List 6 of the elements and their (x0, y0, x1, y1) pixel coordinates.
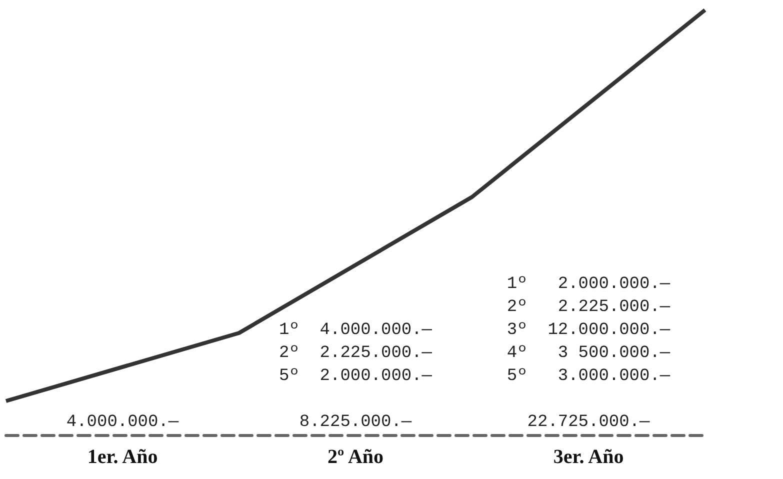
x-tick-label: 1er. Año (87, 446, 158, 468)
x-tick-label: 2º Año (327, 446, 384, 468)
x-tick-label: 3er. Año (553, 446, 624, 468)
text: 1º 4.000.000.— 2º 2.225.000.— 5º 2.000.000.— 8.225.000.— (278, 321, 432, 432)
annotation: 4.000.000.— (66, 413, 180, 432)
text: 1º 2.000.000.— 2º 2.225.000.— 3º 12.000.000.— 4º 3 500.000.— 5º 3.000.000.— 22.725.000.— (506, 275, 670, 432)
